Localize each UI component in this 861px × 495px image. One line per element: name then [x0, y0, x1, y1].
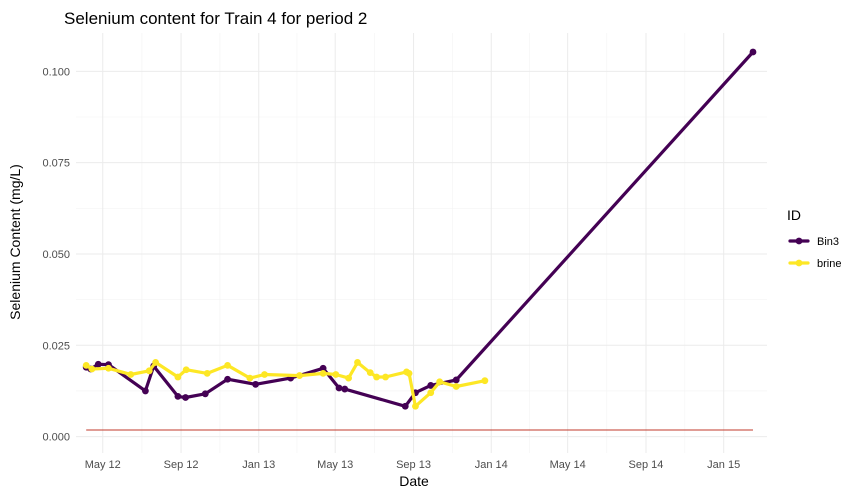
data-point-brine — [203, 369, 211, 377]
data-point-bin3 — [174, 392, 182, 400]
data-point-brine — [174, 373, 182, 381]
y-tick-label: 0.050 — [42, 249, 70, 261]
y-tick-label: 0.075 — [42, 158, 70, 170]
data-point-brine — [382, 373, 389, 381]
grid-major — [76, 33, 767, 453]
y-axis-title: Selenium Content (mg/L) — [7, 164, 23, 320]
data-point-bin3 — [749, 48, 757, 56]
series-line-bin3 — [84, 50, 755, 408]
y-axis-ticks: 0.000 0.025 0.050 0.075 0.100 — [42, 66, 70, 443]
data-point-brine — [127, 371, 135, 378]
data-point-brine — [436, 378, 444, 386]
data-point-bin3 — [94, 360, 102, 368]
data-point-bin3 — [341, 385, 349, 393]
data-point-brine — [366, 369, 374, 377]
y-tick-label: 0.025 — [42, 340, 70, 352]
data-point-bin3 — [452, 376, 460, 384]
legend-title: ID — [787, 207, 801, 223]
x-tick-label: Sep 14 — [629, 459, 664, 471]
series-layer — [82, 48, 757, 410]
data-point-brine — [427, 389, 435, 397]
legend: ID Bin3 brine — [787, 207, 841, 270]
data-point-brine — [82, 361, 90, 369]
data-point-brine — [246, 374, 254, 382]
data-point-brine — [296, 372, 303, 379]
x-tick-label: Jan 14 — [475, 459, 508, 471]
x-tick-label: May 14 — [550, 459, 586, 471]
data-point-bin3 — [427, 382, 435, 389]
grid-minor — [76, 33, 767, 453]
y-tick-label: 0.000 — [42, 432, 70, 444]
data-point-brine — [319, 369, 327, 377]
data-point-brine — [412, 402, 419, 410]
data-point-brine — [345, 374, 352, 382]
data-point-brine — [224, 361, 231, 369]
x-tick-label: Jan 15 — [707, 459, 740, 471]
data-point-brine — [373, 373, 381, 381]
data-point-bin3 — [201, 390, 209, 398]
data-point-bin3 — [182, 394, 189, 401]
data-point-bin3 — [224, 375, 231, 383]
data-point-bin3 — [319, 364, 327, 372]
legend-key-point-brine — [795, 259, 803, 267]
data-point-bin3 — [252, 380, 259, 388]
data-point-brine — [145, 367, 153, 375]
data-point-brine — [481, 377, 489, 385]
x-tick-label: Jan 13 — [242, 459, 275, 471]
x-tick-label: May 12 — [85, 459, 121, 471]
legend-key-point-bin3 — [795, 237, 803, 245]
data-point-brine — [261, 371, 268, 378]
data-point-brine — [182, 366, 190, 374]
x-tick-label: Sep 12 — [164, 459, 199, 471]
x-axis-title: Date — [399, 473, 429, 489]
x-tick-label: May 13 — [317, 459, 353, 471]
data-point-brine — [88, 365, 96, 373]
x-tick-label: Sep 13 — [396, 459, 431, 471]
legend-label-brine: brine — [817, 258, 841, 270]
data-point-bin3 — [335, 384, 343, 392]
data-point-bin3 — [401, 402, 409, 410]
data-point-brine — [332, 371, 340, 378]
data-point-bin3 — [142, 387, 149, 395]
x-axis-ticks: May 12 Sep 12 Jan 13 May 13 Sep 13 Jan 14 May … — [85, 459, 740, 471]
data-point-brine — [405, 369, 413, 377]
y-tick-label: 0.100 — [42, 66, 70, 78]
data-point-brine — [152, 359, 160, 366]
data-point-brine — [105, 364, 112, 372]
legend-label-bin3: Bin3 — [817, 236, 839, 248]
data-point-brine — [452, 383, 460, 390]
chart-title: Selenium content for Train 4 for period … — [64, 9, 367, 28]
data-point-brine — [354, 359, 361, 366]
